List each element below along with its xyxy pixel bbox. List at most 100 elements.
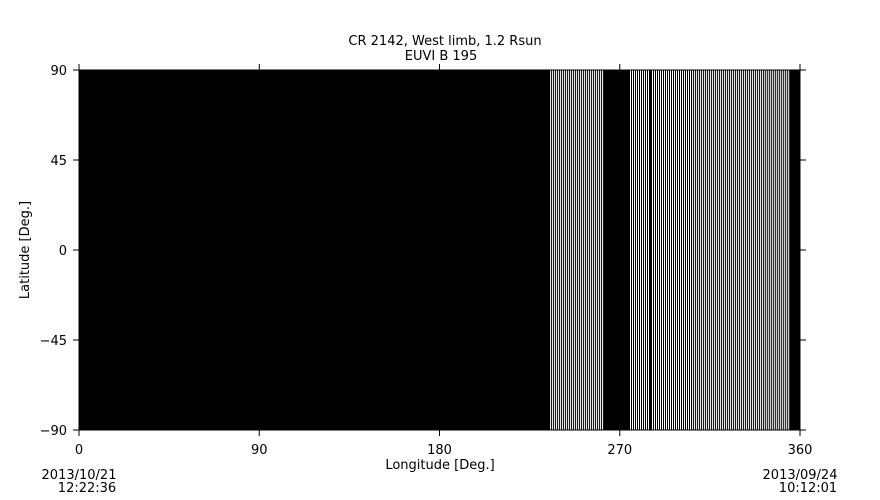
data-stripe	[680, 70, 681, 430]
data-stripe	[646, 70, 647, 430]
data-stripe	[550, 70, 552, 430]
data-stripe	[688, 70, 689, 430]
data-stripe	[786, 70, 788, 430]
data-stripe	[780, 70, 782, 430]
data-stripe	[738, 70, 740, 430]
y-axis-label: Latitude [Deg.]	[18, 201, 33, 299]
data-stripe	[712, 70, 714, 430]
data-stripe	[648, 70, 649, 430]
data-stripe	[726, 70, 728, 430]
data-stripe	[662, 70, 663, 430]
data-stripe	[642, 70, 643, 430]
chart-title: CR 2142, West limb, 1.2 Rsun	[348, 34, 541, 49]
data-stripe	[570, 70, 572, 430]
data-stripe	[602, 70, 604, 430]
x-axis-label: Longitude [Deg.]	[385, 458, 494, 473]
y-tick-label: 90	[50, 64, 67, 79]
end-time: 10:12:01	[779, 481, 837, 496]
data-stripe	[556, 70, 558, 430]
data-stripe	[778, 70, 780, 430]
data-stripe	[772, 70, 774, 430]
data-stripe	[730, 70, 732, 430]
data-stripe	[670, 70, 671, 430]
end-date: 2013/09/24	[763, 468, 838, 483]
y-tick-label: 0	[59, 244, 67, 259]
data-stripe	[630, 70, 631, 430]
data-stripe	[784, 70, 786, 430]
data-stripe	[768, 70, 770, 430]
data-stripe	[706, 70, 708, 430]
data-stripe	[788, 70, 790, 430]
data-stripe	[664, 70, 665, 430]
start-time: 12:22:36	[58, 481, 116, 496]
data-stripe	[638, 70, 639, 430]
data-stripe	[658, 70, 659, 430]
data-stripe	[740, 70, 742, 430]
data-stripe	[586, 70, 588, 430]
data-stripe	[640, 70, 641, 430]
data-stripe	[758, 70, 760, 430]
data-stripe	[698, 70, 700, 430]
data-stripe	[562, 70, 564, 430]
data-stripe	[720, 70, 722, 430]
data-stripe	[552, 70, 554, 430]
data-stripe	[766, 70, 768, 430]
y-tick-label: −90	[40, 424, 67, 439]
data-stripe	[596, 70, 598, 430]
data-stripe	[756, 70, 758, 430]
data-stripe	[580, 70, 582, 430]
data-stripe	[660, 70, 661, 430]
chart-subtitle: EUVI B 195	[405, 49, 477, 64]
data-stripe	[668, 70, 669, 430]
data-stripe	[764, 70, 766, 430]
data-stripe	[572, 70, 574, 430]
data-stripe	[682, 70, 683, 430]
data-stripe	[672, 70, 673, 430]
data-stripe	[690, 70, 691, 430]
data-stripe	[568, 70, 570, 430]
data-stripe	[770, 70, 772, 430]
data-stripe	[736, 70, 738, 430]
data-stripe	[722, 70, 724, 430]
data-stripe	[576, 70, 578, 430]
data-stripe	[578, 70, 580, 430]
data-stripe	[724, 70, 726, 430]
data-stripe	[644, 70, 645, 430]
data-stripe	[692, 70, 694, 430]
data-stripe	[700, 70, 702, 430]
data-stripe	[696, 70, 698, 430]
data-stripe	[560, 70, 562, 430]
data-stripe	[686, 70, 687, 430]
data-stripe	[716, 70, 718, 430]
data-stripe	[634, 70, 635, 430]
data-stripe	[676, 70, 677, 430]
data-stripe	[754, 70, 756, 430]
data-stripe	[684, 70, 685, 430]
data-stripe	[558, 70, 560, 430]
data-stripe	[750, 70, 752, 430]
data-stripe	[752, 70, 754, 430]
data-stripe	[584, 70, 586, 430]
data-stripe	[574, 70, 576, 430]
data-stripe	[710, 70, 712, 430]
y-tick-label: 45	[50, 154, 67, 169]
data-stripe	[600, 70, 602, 430]
start-date: 2013/10/21	[42, 468, 117, 483]
data-stripe	[582, 70, 584, 430]
x-tick-label: 90	[251, 443, 268, 458]
data-stripe	[734, 70, 736, 430]
data-stripe	[656, 70, 657, 430]
data-stripe	[728, 70, 730, 430]
data-stripe	[762, 70, 764, 430]
axes: 0 90 180 270 360 90 45 0 −90 −45	[40, 64, 812, 458]
data-stripe	[632, 70, 633, 430]
data-stripe	[594, 70, 596, 430]
data-stripe	[554, 70, 556, 430]
data-stripe	[590, 70, 592, 430]
data-stripe	[732, 70, 734, 430]
data-stripe	[636, 70, 637, 430]
data-stripe	[744, 70, 746, 430]
data-stripe	[746, 70, 748, 430]
data-stripe	[564, 70, 566, 430]
